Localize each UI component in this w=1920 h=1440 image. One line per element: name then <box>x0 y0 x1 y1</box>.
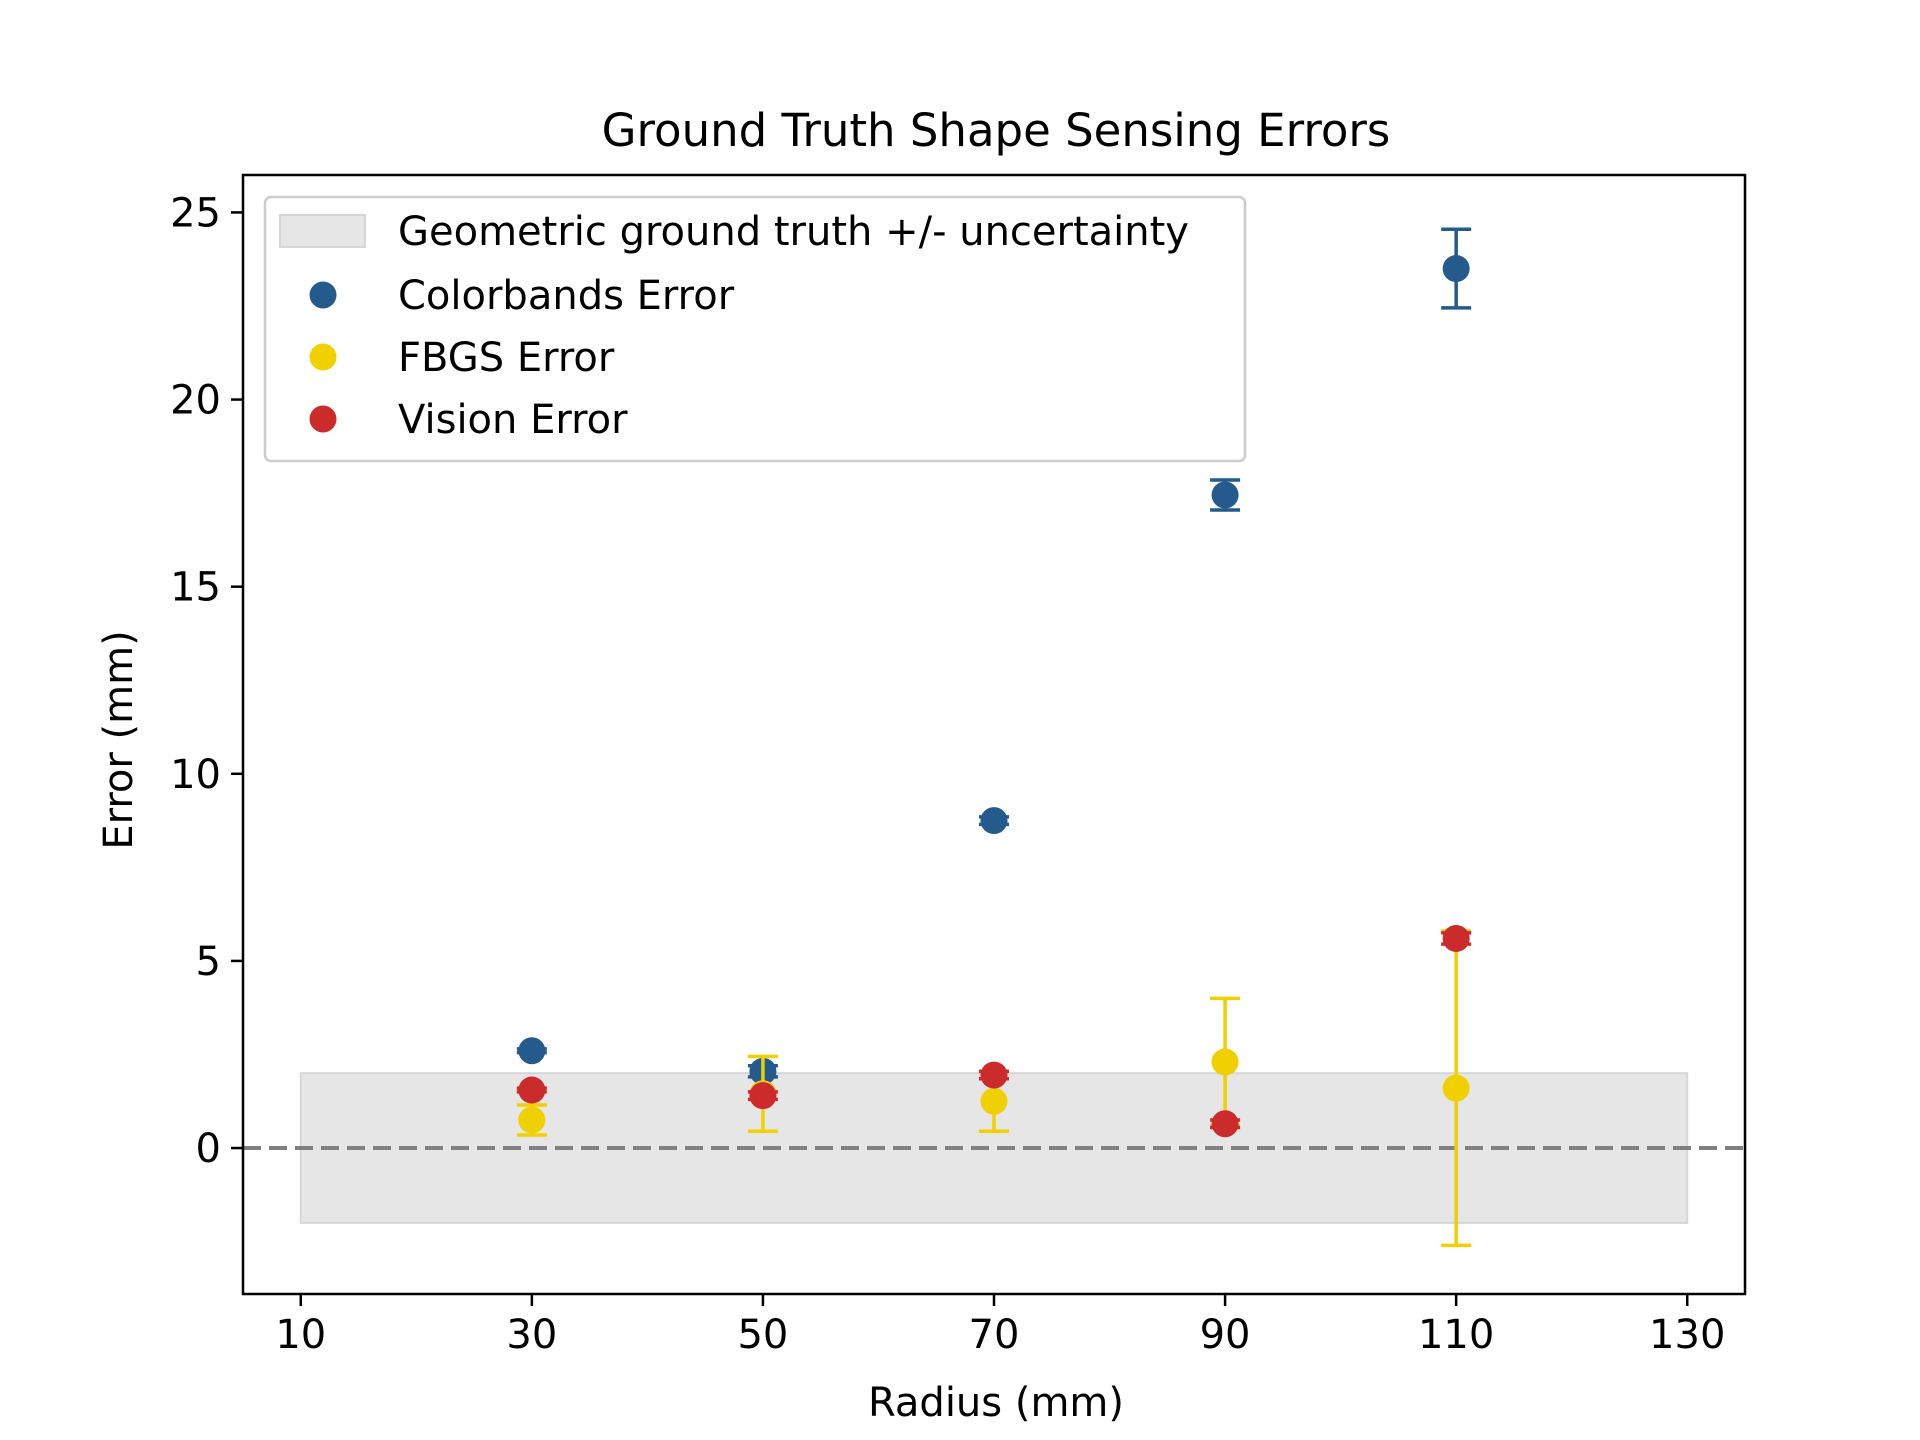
vision-error-point <box>1211 1110 1239 1138</box>
colorbands-error-point <box>980 807 1008 835</box>
x-tick-label: 10 <box>275 1312 326 1358</box>
x-tick-label: 110 <box>1418 1312 1494 1358</box>
y-axis-label: Error (mm) <box>96 630 142 849</box>
fbgs-error-point <box>980 1087 1008 1115</box>
legend-vision-error-label: Vision Error <box>398 397 628 443</box>
x-tick-label: 90 <box>1200 1312 1251 1358</box>
vision-error-point <box>518 1076 546 1104</box>
y-tick-label: 5 <box>196 939 221 985</box>
y-tick-label: 10 <box>170 752 221 798</box>
fbgs-error-point <box>1442 1074 1470 1102</box>
legend-band-label: Geometric ground truth +/- uncertainty <box>398 209 1189 255</box>
colorbands-error-point <box>1211 481 1239 509</box>
vision-error-point <box>1442 924 1470 952</box>
vision-error-point <box>749 1082 777 1110</box>
chart-title: Ground Truth Shape Sensing Errors <box>602 104 1391 157</box>
x-axis-label: Radius (mm) <box>868 1380 1124 1426</box>
x-tick-label: 130 <box>1649 1312 1725 1358</box>
legend-colorbands-error-marker <box>309 281 337 309</box>
colorbands-error-point <box>1442 255 1470 283</box>
legend-frame <box>263 195 1247 463</box>
legend-vision-error-marker <box>309 405 337 433</box>
colorbands-error-point <box>518 1037 546 1065</box>
legend-colorbands-error-label: Colorbands Error <box>398 273 735 319</box>
y-tick-label: 15 <box>170 565 221 611</box>
x-tick-label: 30 <box>506 1312 557 1358</box>
plot-area: 10 30 50 70 90 110 130 0 5 10 15 20 25 <box>170 173 1747 1358</box>
fbgs-error-point <box>1211 1048 1239 1076</box>
vision-error-point <box>980 1061 1008 1089</box>
legend-fbgs-error-label: FBGS Error <box>398 335 615 381</box>
legend: Geometric ground truth +/- uncertainty Co… <box>263 195 1247 463</box>
fbgs-error-point <box>518 1106 546 1134</box>
legend-band-swatch <box>279 214 366 248</box>
y-tick-label: 0 <box>196 1126 221 1172</box>
x-tick-label: 50 <box>737 1312 788 1358</box>
legend-fbgs-error-marker <box>309 343 337 371</box>
y-tick-label: 25 <box>170 190 221 236</box>
x-tick-label: 70 <box>969 1312 1020 1358</box>
y-tick-label: 20 <box>170 378 221 424</box>
